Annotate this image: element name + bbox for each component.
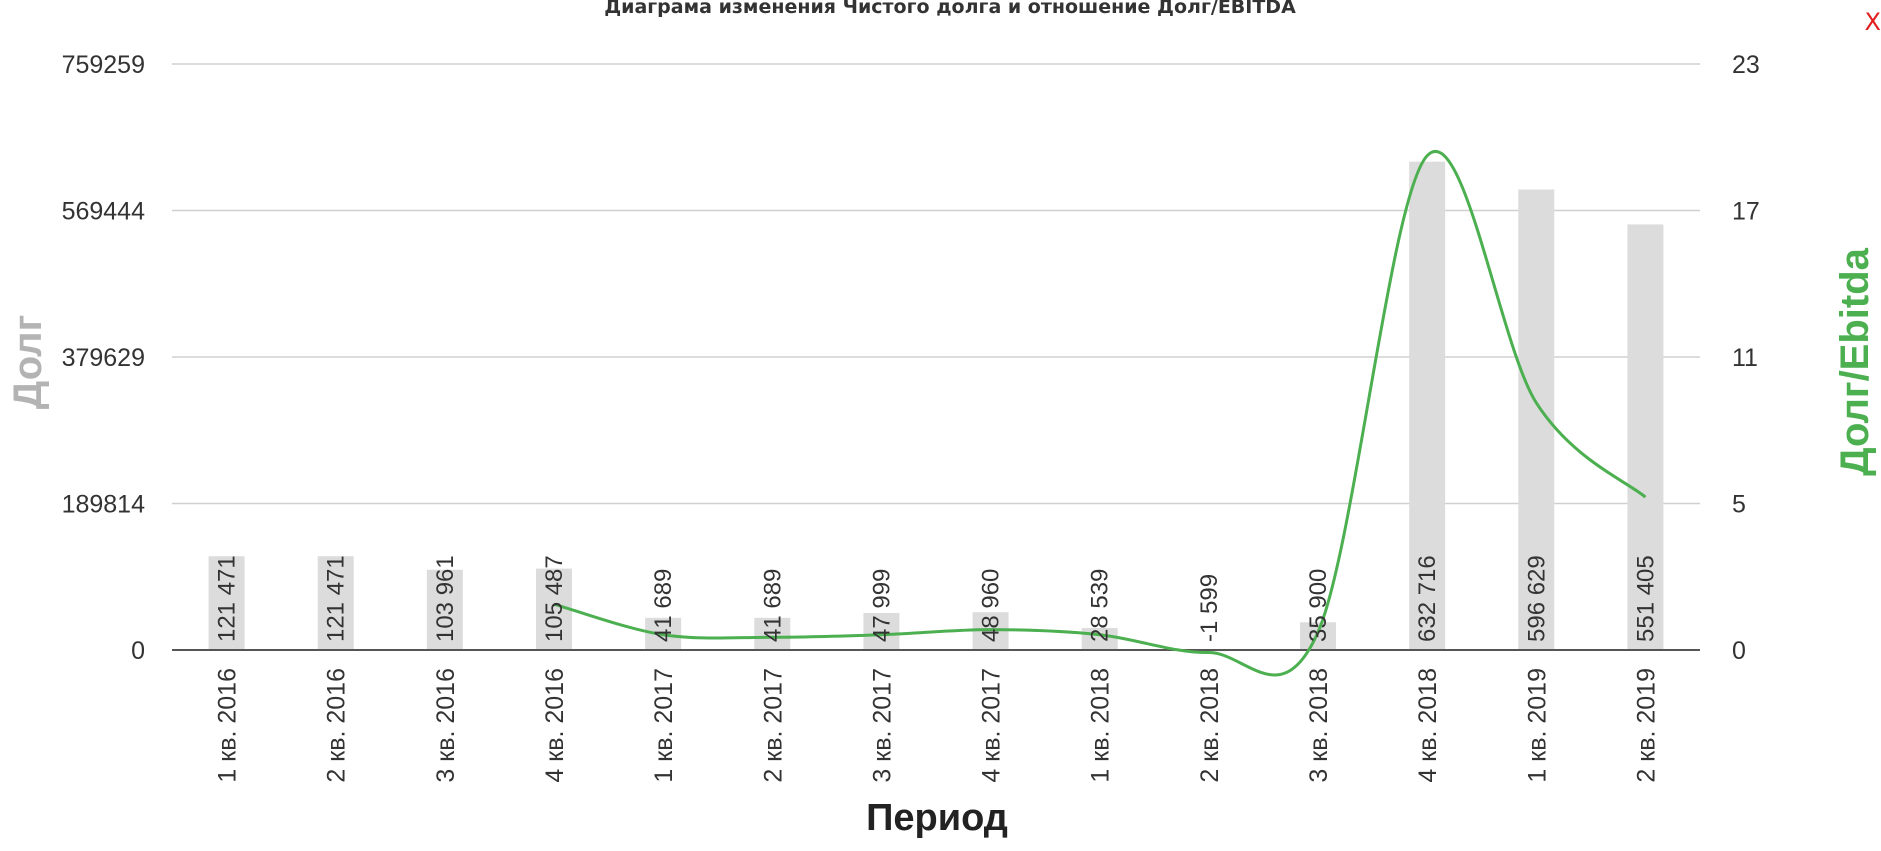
bar bbox=[754, 617, 791, 650]
data-label: 632 716 bbox=[1414, 555, 1441, 642]
bar bbox=[208, 556, 245, 650]
y-right-tick-label: 5 bbox=[1732, 491, 1746, 519]
bar bbox=[863, 612, 900, 650]
x-tick-label: 1 кв. 2017 bbox=[650, 668, 678, 783]
y-right-tick-label: 17 bbox=[1732, 198, 1760, 226]
x-tick-label: 4 кв. 2017 bbox=[978, 668, 1006, 783]
x-tick-label: 1 кв. 2019 bbox=[1523, 668, 1551, 783]
data-label: 41 689 bbox=[650, 569, 677, 642]
bar bbox=[426, 569, 463, 650]
y-right-tick-label: 23 bbox=[1732, 51, 1760, 79]
x-tick-label: 4 кв. 2016 bbox=[541, 668, 569, 783]
x-tick-label: 2 кв. 2019 bbox=[1632, 668, 1660, 783]
y-right-tick-label: 0 bbox=[1732, 637, 1746, 665]
x-tick-label: 1 кв. 2016 bbox=[214, 668, 242, 783]
x-tick-label: 3 кв. 2016 bbox=[432, 668, 460, 783]
data-label: 121 471 bbox=[323, 555, 350, 642]
data-label: 28 539 bbox=[1087, 569, 1114, 642]
close-icon[interactable]: X bbox=[1864, 8, 1881, 36]
x-tick-label: 3 кв. 2017 bbox=[868, 668, 896, 783]
data-label: 105 487 bbox=[541, 555, 568, 642]
y-tick-label: 379629 bbox=[62, 344, 145, 372]
x-tick-label: 3 кв. 2018 bbox=[1305, 668, 1333, 783]
data-label: 41 689 bbox=[759, 569, 786, 642]
x-tick-label: 2 кв. 2016 bbox=[323, 668, 351, 783]
series-line-debt-ebitda bbox=[553, 150, 1647, 677]
x-tick-label: 1 кв. 2018 bbox=[1087, 668, 1115, 783]
chart-title: Диаграма изменения Чистого долга и отнош… bbox=[604, 0, 1296, 18]
bar bbox=[1627, 224, 1664, 650]
y-tick-label: 569444 bbox=[62, 198, 146, 226]
y-right-tick-label: 11 bbox=[1732, 344, 1758, 372]
x-tick-label: 2 кв. 2017 bbox=[759, 668, 787, 783]
data-label: 48 960 bbox=[978, 569, 1005, 642]
x-tick-label: 4 кв. 2018 bbox=[1414, 668, 1442, 783]
y-tick-label: 0 bbox=[131, 637, 145, 665]
bar bbox=[317, 556, 354, 650]
data-label: 121 471 bbox=[214, 555, 241, 642]
data-label: -1 599 bbox=[1196, 574, 1223, 642]
y-axis-title: Долг bbox=[6, 315, 50, 410]
data-label: 47 999 bbox=[868, 569, 895, 642]
data-label: 35 900 bbox=[1305, 569, 1332, 642]
x-axis-title: Период bbox=[866, 797, 1008, 839]
y-tick-label: 189814 bbox=[62, 491, 146, 519]
data-label: 103 961 bbox=[432, 555, 459, 642]
data-label: 551 405 bbox=[1632, 555, 1659, 642]
y-tick-label: 759259 bbox=[62, 51, 145, 79]
y-right-axis-title: Долг/Ebitda bbox=[1833, 247, 1877, 476]
data-label: 596 629 bbox=[1523, 555, 1550, 642]
bar bbox=[1409, 161, 1446, 650]
bar bbox=[1300, 622, 1336, 650]
x-tick-label: 2 кв. 2018 bbox=[1196, 668, 1224, 783]
